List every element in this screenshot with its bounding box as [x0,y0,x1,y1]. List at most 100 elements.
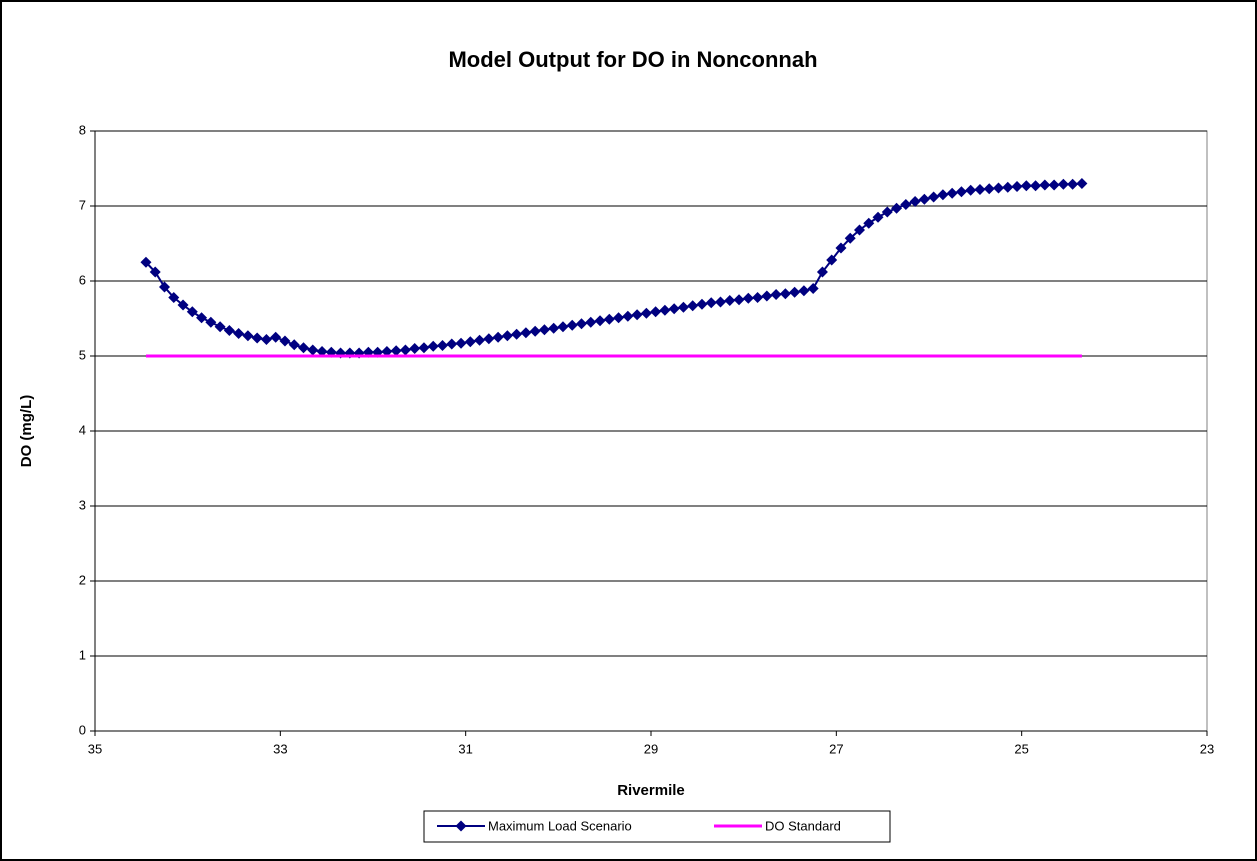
marker [872,211,884,223]
marker [677,301,689,313]
marker [149,266,161,278]
marker [696,298,708,310]
marker [891,202,903,214]
marker [464,336,476,348]
x-tick-label: 25 [1014,741,1028,756]
marker [909,196,921,207]
x-tick-label: 35 [88,741,102,756]
marker [631,309,643,321]
marker [557,321,569,333]
marker [390,345,402,357]
marker [474,334,486,346]
marker [640,307,652,319]
marker [279,335,291,347]
legend-marker [455,820,467,832]
marker [298,342,309,354]
marker [687,300,699,312]
marker [483,333,495,345]
marker [418,342,430,354]
marker [789,286,801,298]
marker [594,315,606,327]
legend-label: DO Standard [765,818,841,833]
marker [381,346,393,357]
y-tick-label: 5 [79,347,86,362]
marker [1067,178,1079,190]
marker [983,183,995,195]
marker [1048,179,1060,191]
y-axis-label: DO (mg/L) [18,395,35,468]
marker [316,346,328,357]
marker [974,184,986,195]
marker [937,189,949,201]
marker [214,321,226,333]
marker [511,328,523,340]
marker [622,310,634,322]
marker [613,312,625,324]
marker [798,285,810,297]
marker [900,199,912,210]
x-tick-label: 31 [458,741,472,756]
marker [863,217,875,229]
marker [205,316,217,328]
marker [548,322,560,334]
marker [446,338,458,350]
marker [752,292,764,303]
marker [668,303,680,315]
x-axis-label: Rivermile [617,782,685,799]
marker [251,332,263,344]
marker [1030,180,1042,192]
marker [529,325,541,337]
marker [770,289,782,300]
marker [918,193,930,205]
marker [993,182,1004,194]
marker [177,299,189,311]
marker [270,331,282,343]
marker [1039,179,1051,191]
marker [409,343,421,354]
marker [186,306,198,318]
marker [233,328,245,339]
marker [223,325,235,336]
marker [705,297,717,309]
marker [455,337,467,349]
chart-title: Model Output for DO in Nonconnah [448,47,817,72]
marker [965,184,977,196]
marker [928,191,940,203]
marker [1076,178,1088,189]
marker [501,330,513,342]
x-tick-label: 27 [829,741,843,756]
marker [826,254,838,266]
marker [585,316,597,328]
x-tick-label: 29 [644,741,658,756]
marker [603,313,615,325]
legend [423,810,891,843]
marker [854,224,865,236]
y-tick-label: 3 [79,497,86,512]
marker [807,283,819,294]
marker [881,206,893,218]
marker [955,186,967,198]
marker [242,330,254,342]
marker [566,319,578,331]
y-tick-label: 1 [79,647,86,662]
marker [816,266,828,278]
marker [168,292,180,303]
y-tick-label: 0 [79,722,86,737]
marker [946,187,958,199]
marker [779,288,791,300]
marker [260,334,272,345]
x-tick-label: 23 [1200,741,1214,756]
legend-label: Maximum Load Scenario [488,818,632,833]
marker [427,340,439,352]
marker [733,294,745,306]
marker [307,344,319,356]
y-tick-label: 6 [79,272,86,287]
marker [650,306,662,318]
marker [761,290,773,302]
marker [715,296,726,308]
y-tick-label: 8 [79,122,86,137]
marker [1002,181,1014,193]
marker [288,339,300,351]
marker [742,292,754,304]
x-tick-label: 33 [273,741,287,756]
